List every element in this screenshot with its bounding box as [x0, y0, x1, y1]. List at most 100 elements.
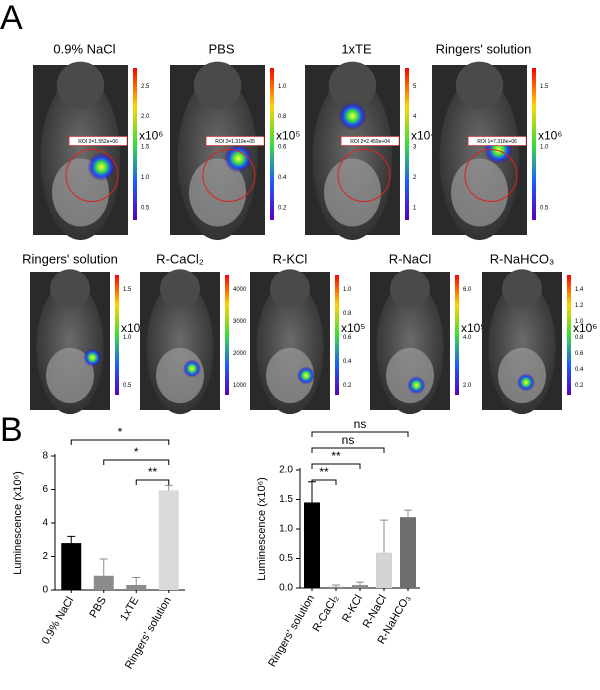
error-bar — [99, 558, 108, 576]
colorbar — [567, 275, 571, 395]
roi-circle — [202, 149, 256, 202]
colorbar-tick-label: 1.0 — [575, 319, 584, 325]
image-title: 1xTE — [341, 41, 372, 56]
colorbar-scale: x10⁶ — [573, 321, 597, 335]
signal-spot — [87, 153, 116, 181]
bar — [93, 575, 114, 590]
mouse-head — [270, 269, 310, 308]
mouse-belly — [451, 158, 508, 227]
image-title: R-CaCl₂ — [156, 251, 204, 266]
bar — [376, 552, 392, 588]
roi-label: ROI 2=1.319e+05 — [215, 139, 255, 145]
colorbar-tick-label: 0.4 — [343, 359, 352, 365]
y-tick-label: 0.5 — [279, 553, 293, 564]
colorbar-scale: x10⁶ — [538, 129, 562, 143]
colorbar-tick-label: 1.5 — [141, 145, 150, 151]
bar — [304, 502, 320, 588]
mouse-head — [502, 269, 542, 308]
error-bar — [132, 576, 141, 585]
significance-label: ns — [342, 433, 355, 447]
colorbar-tick-label: 2.0 — [463, 383, 472, 389]
colorbar-tick-label: 2 — [413, 175, 417, 181]
colorbar-tick-label: 1.5 — [540, 84, 549, 90]
colorbar-tick-label: 0.5 — [141, 205, 150, 211]
error-bar — [380, 519, 388, 553]
roi-label: ROI 2=1.552e+06 — [78, 139, 118, 145]
y-tick-label: 4 — [42, 518, 48, 529]
colorbar-scale: x10⁶ — [139, 129, 163, 143]
signal-spot — [407, 376, 426, 395]
roi-box — [205, 136, 265, 146]
colorbar-tick-label: 1000 — [233, 383, 247, 389]
roi-box — [467, 136, 527, 146]
significance-bracket — [311, 431, 409, 437]
roi-label: ROI 2=2.459e+04 — [350, 139, 390, 145]
y-tick-label: 1.5 — [279, 494, 293, 505]
y-tick-label: 0.0 — [279, 583, 293, 594]
colorbar-tick-label: 0.8 — [575, 335, 584, 341]
mouse-belly — [386, 347, 434, 404]
significance-bracket — [70, 439, 170, 445]
error-bar — [67, 535, 76, 544]
x-tick-label: Ringers' solution — [266, 593, 317, 669]
colorbar — [133, 68, 137, 220]
significance-label: ** — [319, 465, 329, 479]
mouse-head — [160, 269, 200, 308]
image-title: Ringers' solution — [436, 41, 532, 56]
mouse-head — [390, 269, 430, 308]
colorbar-tick-label: 5 — [413, 84, 417, 90]
colorbar-tick-label: 1.0 — [540, 145, 549, 151]
bar — [400, 517, 416, 588]
colorbar-tick-label: 0.5 — [540, 205, 549, 211]
roi-box — [68, 136, 128, 146]
panel-label: A — [0, 0, 23, 37]
signal-spot — [83, 348, 102, 367]
roi-circle — [464, 149, 518, 202]
image-title: R-NaHCO₃ — [490, 251, 555, 266]
colorbar-tick-label: 1.0 — [141, 175, 150, 181]
mouse-head — [56, 61, 105, 110]
colorbar-tick-label: 0.6 — [343, 335, 352, 341]
mouse-head — [193, 61, 242, 110]
bar — [126, 584, 147, 590]
significance-bracket — [311, 463, 361, 469]
roi-circle — [65, 149, 119, 202]
y-tick-label: 1.0 — [279, 524, 293, 535]
x-tick-label: 0.9% NaCl — [40, 595, 77, 647]
significance-bracket — [103, 459, 170, 465]
colorbar-tick-label: 0.2 — [278, 205, 287, 211]
x-tick-label: 1xTE — [118, 595, 141, 623]
significance-label: ns — [354, 417, 367, 431]
colorbar-tick-label: 1.0 — [343, 287, 352, 293]
signal-spot — [297, 366, 315, 385]
mouse-head — [328, 61, 377, 110]
image-title: PBS — [208, 41, 234, 56]
colorbar-scale: x10⁵ — [276, 129, 300, 143]
colorbar — [225, 275, 229, 395]
error-bar — [404, 509, 412, 518]
image-title: R-KCl — [273, 251, 308, 266]
colorbar — [405, 68, 409, 220]
colorbar-tick-label: 1.0 — [278, 84, 287, 90]
colorbar-tick-label: 0.8 — [278, 114, 287, 120]
y-tick-label: 8 — [42, 451, 48, 462]
error-bar — [332, 584, 340, 587]
image-title: 0.9% NaCl — [53, 41, 115, 56]
bar — [352, 585, 368, 588]
image-title: R-NaCl — [389, 251, 432, 266]
significance-bracket — [311, 447, 385, 453]
colorbar-tick-label: 2.5 — [141, 84, 150, 90]
error-bar — [356, 581, 364, 586]
signal-spot — [224, 144, 253, 173]
colorbar-tick-label: 3000 — [233, 319, 247, 325]
colorbar-tick-label: 4000 — [233, 287, 247, 293]
colorbar-tick-label: 4 — [413, 114, 417, 120]
colorbar — [455, 275, 459, 395]
roi-circle — [337, 149, 391, 202]
signal-spot — [517, 373, 535, 392]
bar — [328, 586, 344, 588]
colorbar-tick-label: 0.8 — [343, 311, 352, 317]
y-tick-label: 6 — [42, 484, 48, 495]
colorbar-tick-label: 2.0 — [141, 114, 150, 120]
roi-box — [340, 136, 400, 146]
